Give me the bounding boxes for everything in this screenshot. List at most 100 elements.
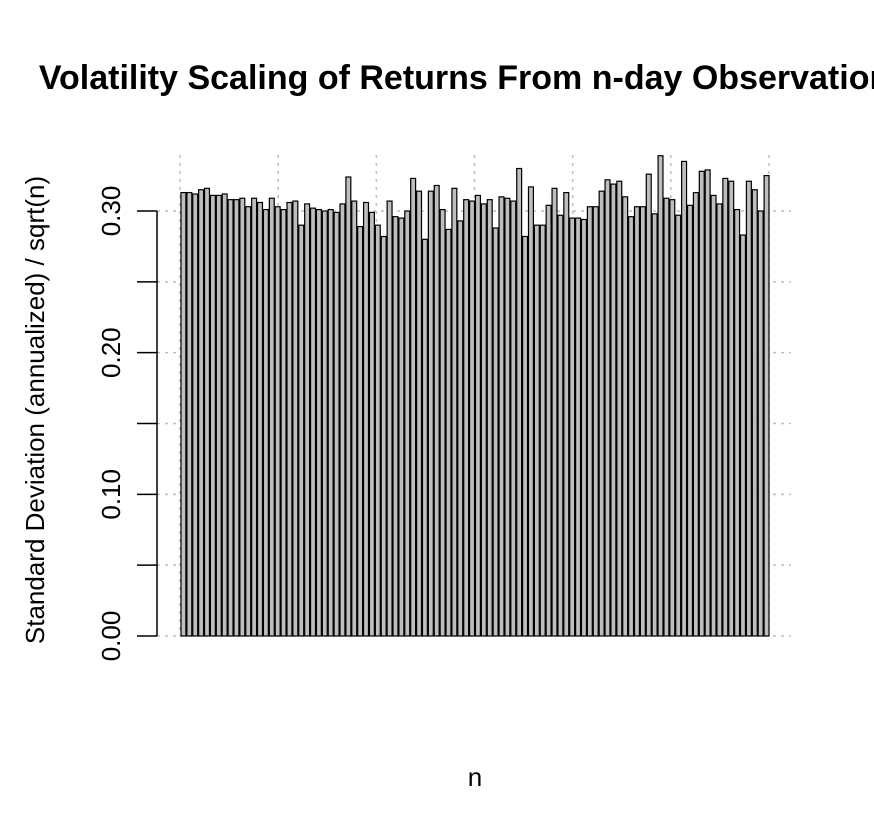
bar bbox=[362, 201, 370, 637]
bar bbox=[551, 187, 558, 637]
bar bbox=[315, 208, 322, 637]
bar bbox=[575, 217, 582, 637]
bar bbox=[751, 189, 758, 637]
bar bbox=[516, 167, 523, 637]
bar bbox=[280, 208, 287, 637]
bar bbox=[592, 206, 599, 637]
bar bbox=[221, 193, 228, 637]
bar bbox=[763, 174, 770, 637]
bar bbox=[622, 196, 629, 637]
bar bbox=[374, 224, 381, 637]
bar bbox=[704, 169, 711, 637]
bar bbox=[298, 224, 305, 637]
bar bbox=[203, 187, 211, 637]
bar bbox=[716, 203, 723, 637]
bar bbox=[657, 155, 664, 637]
bar bbox=[463, 199, 470, 637]
bar bbox=[686, 204, 694, 637]
bar bbox=[504, 197, 511, 637]
bar bbox=[415, 190, 423, 637]
bar bbox=[722, 177, 729, 637]
bar bbox=[421, 238, 428, 637]
bar bbox=[245, 206, 252, 637]
bar bbox=[274, 206, 281, 637]
bar bbox=[262, 208, 269, 637]
bar bbox=[327, 208, 334, 637]
bar bbox=[351, 200, 358, 637]
bar bbox=[227, 199, 234, 637]
bar bbox=[239, 197, 246, 637]
bar bbox=[192, 193, 199, 637]
bar bbox=[468, 200, 476, 637]
chart-title: Volatility Scaling of Returns From n-day… bbox=[39, 59, 874, 97]
y-axis: 0.00 0.10 0.20 0.30 bbox=[96, 186, 158, 662]
bar bbox=[669, 199, 676, 637]
bar bbox=[345, 176, 352, 637]
bar bbox=[527, 186, 534, 637]
y-tick-label: 0.20 bbox=[96, 327, 126, 378]
bar bbox=[186, 191, 193, 637]
bar bbox=[539, 224, 546, 637]
bar bbox=[675, 214, 682, 637]
bar bbox=[645, 173, 652, 637]
bar bbox=[433, 184, 440, 637]
bar bbox=[427, 190, 434, 637]
bar bbox=[198, 189, 205, 637]
bar bbox=[563, 191, 570, 637]
bar bbox=[681, 160, 688, 637]
bar bbox=[492, 227, 499, 637]
bar bbox=[628, 216, 635, 637]
bar bbox=[380, 235, 387, 637]
bar bbox=[598, 190, 605, 637]
bars bbox=[180, 155, 770, 637]
bar bbox=[321, 210, 328, 637]
bar bbox=[604, 179, 611, 637]
bar bbox=[639, 206, 646, 637]
bar bbox=[392, 216, 399, 637]
bar bbox=[439, 208, 446, 637]
bar bbox=[663, 197, 670, 637]
bar bbox=[480, 203, 487, 637]
bar bbox=[498, 196, 505, 637]
bar bbox=[368, 211, 375, 637]
bar bbox=[451, 187, 458, 637]
bar bbox=[404, 210, 411, 637]
bar bbox=[180, 191, 187, 637]
bar bbox=[445, 228, 452, 637]
bar bbox=[557, 214, 564, 637]
bar bbox=[339, 203, 346, 637]
bar bbox=[745, 180, 752, 637]
bar bbox=[728, 180, 735, 637]
bar bbox=[233, 199, 240, 637]
bar bbox=[734, 208, 741, 637]
bar bbox=[304, 203, 311, 637]
bar bbox=[251, 197, 258, 637]
bar bbox=[457, 220, 464, 637]
y-axis-label: Standard Deviation (annualized) / sqrt(n… bbox=[20, 176, 50, 644]
y-tick-label: 0.30 bbox=[96, 186, 126, 237]
bar bbox=[256, 201, 264, 637]
bar bbox=[586, 206, 593, 637]
bar bbox=[522, 235, 529, 637]
bar bbox=[286, 201, 293, 637]
bar bbox=[215, 194, 222, 637]
bar bbox=[268, 197, 275, 637]
bar bbox=[692, 191, 699, 637]
bar bbox=[357, 225, 364, 637]
bar bbox=[486, 199, 493, 637]
bar bbox=[333, 211, 340, 637]
bar bbox=[616, 180, 623, 637]
y-tick-label: 0.00 bbox=[96, 611, 126, 662]
bar bbox=[545, 204, 552, 637]
bar bbox=[510, 200, 517, 637]
bar bbox=[739, 234, 747, 637]
bar bbox=[580, 218, 588, 637]
bar bbox=[410, 177, 417, 637]
bar bbox=[309, 207, 317, 637]
bar bbox=[386, 200, 393, 637]
bar bbox=[398, 217, 405, 637]
bar bbox=[209, 194, 216, 637]
bar bbox=[610, 183, 617, 637]
bar bbox=[698, 170, 705, 637]
